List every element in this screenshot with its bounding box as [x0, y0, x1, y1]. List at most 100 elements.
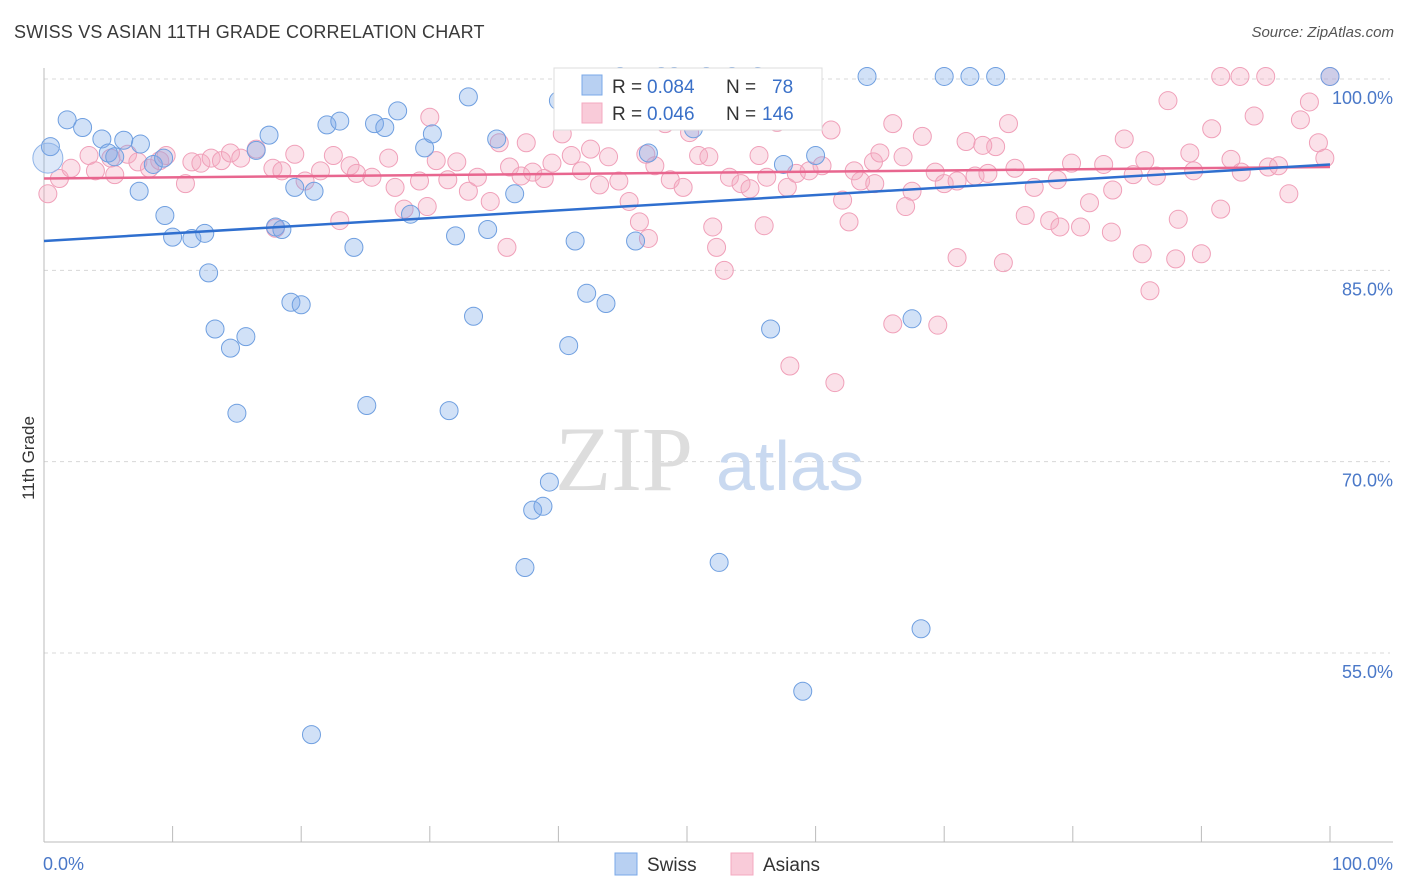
swiss-point	[478, 220, 498, 240]
asians-point	[1094, 154, 1114, 174]
legend-swiss-swatch	[614, 852, 638, 876]
asians-point	[956, 132, 976, 152]
swiss-point	[92, 129, 112, 149]
asians-point	[561, 146, 581, 166]
asians-point	[629, 212, 649, 232]
bottom-legend: Swiss Asians	[614, 852, 820, 876]
swiss-point	[114, 130, 134, 150]
axes	[43, 68, 1393, 843]
swiss-point	[857, 66, 877, 86]
top-legend: R = 0.084 N = 78 R = 0.046 N = 146	[553, 67, 823, 131]
asians-point	[447, 152, 467, 172]
asians-point	[61, 158, 81, 178]
x-tick-labels: 0.0% 100.0%	[43, 854, 1393, 874]
asians-point	[893, 147, 913, 167]
swiss-trend-line	[43, 163, 1331, 243]
legend-asians-swatch	[730, 852, 754, 876]
asians-point	[1114, 129, 1134, 149]
asians-point	[740, 179, 760, 199]
asians-point	[417, 197, 437, 217]
legend-swiss-label: Swiss	[647, 855, 697, 876]
swiss-point	[505, 184, 525, 204]
asians-point	[1290, 110, 1310, 130]
asians-point	[1168, 209, 1188, 229]
swiss-point	[902, 309, 922, 329]
asians-point	[947, 248, 967, 268]
asians-point	[231, 148, 251, 168]
asians-point	[1140, 281, 1160, 301]
swiss-point	[40, 137, 60, 157]
swiss-point	[154, 148, 174, 168]
asians-point	[599, 147, 619, 167]
asians-point	[285, 144, 305, 164]
asians-point	[645, 156, 665, 176]
swiss-point	[163, 227, 183, 247]
asians-point	[699, 147, 719, 167]
swiss-point	[199, 263, 219, 283]
swiss-n-value: 78	[772, 77, 793, 98]
asians-point	[1256, 66, 1276, 86]
swiss-point	[182, 228, 202, 248]
asians-point	[581, 139, 601, 159]
swiss-point	[934, 66, 954, 86]
swiss-point	[559, 336, 579, 356]
asians-point	[749, 146, 769, 166]
asians-point	[928, 315, 948, 335]
swiss-point	[565, 231, 585, 251]
asians-point	[572, 161, 592, 181]
swiss-point	[638, 143, 658, 163]
swiss-point	[446, 226, 466, 246]
asians-point	[1101, 222, 1121, 242]
swiss-point	[291, 295, 311, 315]
swiss-point	[709, 552, 729, 572]
watermark: ZIP atlas	[555, 408, 864, 510]
swiss-point	[577, 283, 597, 303]
watermark-atlas: atlas	[716, 427, 864, 505]
swiss-point	[439, 401, 459, 421]
asians-point	[707, 237, 727, 257]
asians-point	[1211, 66, 1231, 86]
asians-point	[1279, 184, 1299, 204]
swiss-point	[533, 496, 553, 516]
y-tick-label: 55.0%	[1342, 662, 1393, 682]
asians-n-label: N =	[726, 104, 756, 125]
swiss-point	[205, 319, 225, 339]
asians-point	[420, 107, 440, 127]
asians-point	[896, 197, 916, 217]
asians-point	[426, 151, 446, 171]
swiss-point	[761, 319, 781, 339]
swiss-point	[130, 134, 150, 154]
asians-point	[323, 146, 343, 166]
swiss-point	[1320, 66, 1340, 86]
swiss-point	[773, 154, 793, 174]
source-label: Source: ZipAtlas.com	[1251, 24, 1394, 41]
asians-point	[731, 174, 751, 194]
asians-point	[1062, 153, 1082, 173]
asians-point	[993, 253, 1013, 273]
asians-point	[780, 356, 800, 376]
swiss-point	[73, 117, 93, 137]
swiss-point	[487, 129, 507, 149]
asians-point	[1231, 162, 1251, 182]
asians-point	[410, 171, 430, 191]
asians-point	[480, 191, 500, 211]
y-tick-labels: 100.0% 85.0% 70.0% 55.0%	[1332, 88, 1393, 682]
asians-point	[754, 216, 774, 236]
asians-point	[379, 148, 399, 168]
asians-point	[497, 237, 517, 257]
asians-r-label: R =	[612, 104, 642, 125]
trend-lines	[43, 163, 1331, 243]
y-axis-title: 11th Grade	[19, 416, 38, 500]
swiss-point	[195, 223, 215, 243]
asians-point	[1180, 143, 1200, 163]
asians-point	[523, 162, 543, 182]
swiss-point	[806, 146, 826, 166]
swiss-point	[422, 124, 442, 144]
asians-point	[689, 146, 709, 166]
asians-point	[438, 170, 458, 190]
asians-point	[973, 135, 993, 155]
swiss-point	[32, 142, 64, 174]
x-tick-label: 0.0%	[43, 854, 84, 874]
swiss-point	[272, 220, 292, 240]
asians-point	[825, 373, 845, 393]
